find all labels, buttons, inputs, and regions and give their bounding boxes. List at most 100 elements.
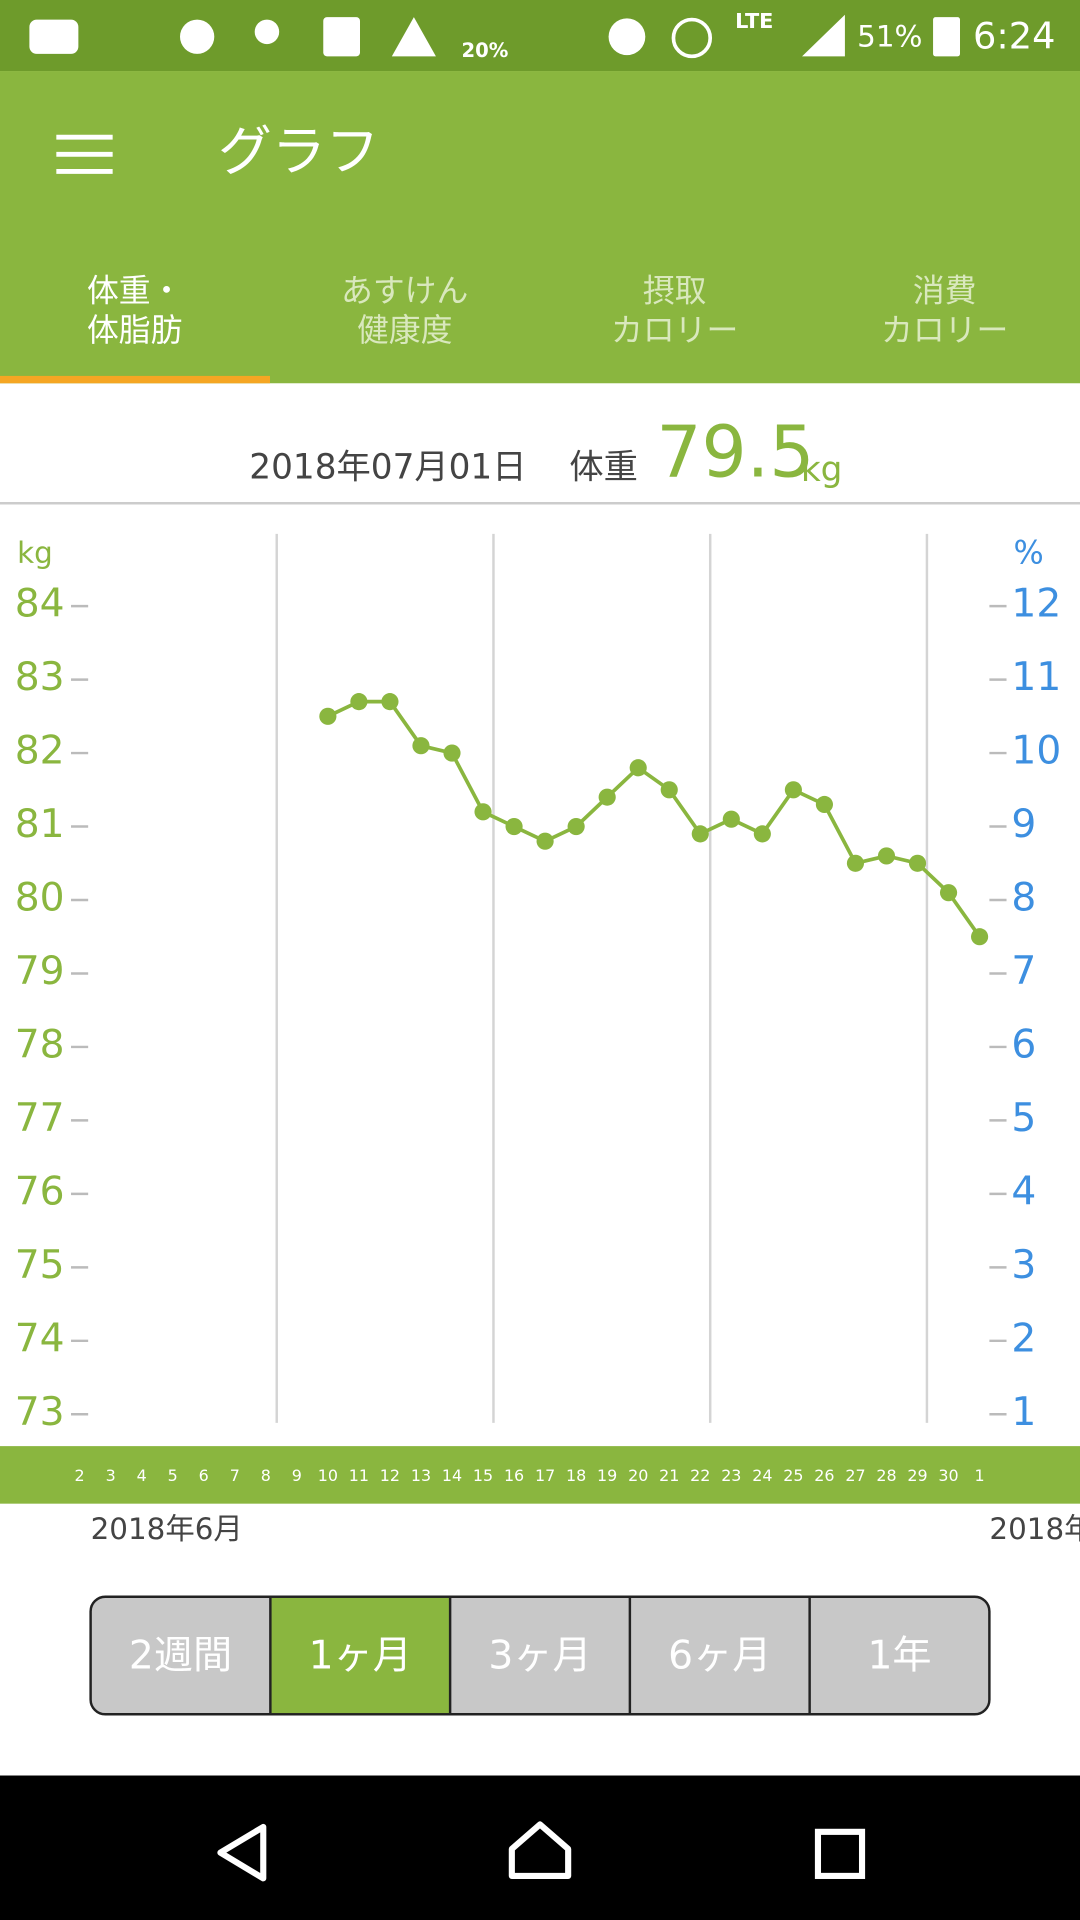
y-tick-label: 83: [15, 655, 65, 700]
x-tick-label: 15: [473, 1466, 493, 1485]
x-tick-label: 16: [504, 1466, 524, 1485]
weight-point: [412, 737, 430, 755]
weight-point: [536, 832, 554, 850]
date-band: [0, 1446, 1080, 1504]
weight-point: [846, 854, 865, 872]
status-bar: [0, 0, 1080, 72]
x-tick-label: 23: [721, 1466, 741, 1485]
y-tick-label: 81: [15, 802, 65, 847]
x-tick-label: 5: [168, 1466, 178, 1485]
weight-point: [877, 847, 896, 865]
menu-button[interactable]: [56, 134, 113, 174]
app-bar: [0, 71, 1080, 384]
battery: 51%: [857, 19, 922, 53]
range-button[interactable]: 1年: [867, 1633, 931, 1678]
month-label: 2018年7月: [989, 1512, 1080, 1546]
y-tick-label: 73: [15, 1390, 65, 1435]
x-tick-label: 7: [230, 1466, 240, 1485]
weight-label: 体重: [569, 447, 638, 487]
month-label: 2018年6月: [91, 1512, 243, 1546]
status-icons: [29, 14, 960, 59]
range-button[interactable]: 2週間: [129, 1633, 232, 1678]
tab-label: 体脂肪: [87, 311, 183, 349]
x-tick-label: 12: [380, 1466, 400, 1485]
x-tick-label: 26: [814, 1466, 834, 1485]
y2-axis-label: %: [1013, 534, 1043, 572]
y-tick-label: 77: [15, 1096, 65, 1141]
x-tick-label: 29: [907, 1466, 927, 1485]
recents-button[interactable]: [814, 1828, 866, 1879]
weight-point: [629, 759, 647, 777]
weight-point: [505, 817, 523, 836]
tab-indicator: [0, 375, 270, 384]
back-button[interactable]: [217, 1823, 267, 1882]
x-tick-label: 30: [938, 1466, 958, 1485]
tab-label: あすけん: [341, 272, 468, 310]
weight-point: [971, 928, 989, 946]
weight-point: [319, 707, 337, 725]
week-separators: [275, 533, 929, 1423]
weight-point: [567, 817, 585, 836]
weight-point: [939, 884, 958, 902]
x-tick-label: 22: [690, 1466, 710, 1485]
x-tick-label: 27: [845, 1466, 865, 1485]
y2-tick-label: 2: [1011, 1316, 1036, 1361]
weather: 20%: [461, 39, 508, 62]
y2-tick-label: 8: [1011, 875, 1036, 920]
y-tick-label: 78: [15, 1022, 65, 1067]
tab[interactable]: 体重・体脂肪: [0, 272, 270, 384]
x-tick-label: 18: [566, 1466, 586, 1485]
tab-label: カロリー: [881, 311, 1008, 349]
x-tick-label: 6: [199, 1466, 209, 1485]
range-button[interactable]: 1ヶ月: [309, 1633, 412, 1678]
x-tick-label: 2: [75, 1466, 85, 1485]
x-tick-label: 21: [659, 1466, 679, 1485]
y-tick-label: 75: [15, 1243, 65, 1288]
x-tick-label: 3: [106, 1466, 116, 1485]
y2-tick-label: 7: [1011, 949, 1036, 994]
y2-tick-label: 1: [1011, 1390, 1036, 1435]
y2-tick-label: 5: [1011, 1096, 1036, 1141]
weight-point: [691, 825, 709, 843]
time: 6:24: [973, 14, 1055, 57]
app-title: グラフ: [218, 120, 380, 183]
x-tick-label: 9: [292, 1466, 302, 1485]
x-tick-label: 4: [137, 1466, 147, 1485]
home-button[interactable]: [508, 1821, 572, 1879]
x-tick-label: 13: [411, 1466, 431, 1485]
weight-point: [598, 788, 616, 806]
weight-point: [443, 744, 461, 762]
x-tick-label: 8: [261, 1466, 271, 1485]
y2-tick-label: 4: [1011, 1169, 1036, 1214]
y2-tick-label: 10: [1011, 729, 1061, 774]
date: 2018年07月01日: [249, 447, 526, 487]
network: LTE: [735, 9, 773, 33]
nav-bar: [0, 1775, 1080, 1920]
weight-point: [660, 781, 678, 799]
x-tick-label: 28: [876, 1466, 896, 1485]
y-tick-label: 80: [15, 875, 65, 920]
tab-label: カロリー: [611, 311, 738, 349]
y-tick-label: 74: [15, 1316, 65, 1361]
weight-point: [474, 803, 492, 821]
weight-point: [722, 810, 740, 828]
weight-line: [327, 699, 982, 938]
range-button[interactable]: 6ヶ月: [668, 1633, 771, 1678]
x-tick-label: 25: [783, 1466, 803, 1485]
range-button[interactable]: 3ヶ月: [488, 1633, 591, 1678]
x-tick-label: 1: [975, 1466, 985, 1485]
weight-point: [784, 781, 802, 799]
x-tick-label: 14: [442, 1466, 462, 1485]
weight-unit: kg: [801, 450, 843, 490]
y-tick-label: 79: [15, 949, 65, 994]
tab-label: 健康度: [357, 311, 453, 349]
x-tick-label: 19: [597, 1466, 617, 1485]
y2-tick-label: 3: [1011, 1243, 1036, 1288]
y2-tick-label: 12: [1011, 582, 1061, 627]
x-tick-label: 20: [628, 1466, 648, 1485]
y-tick-label: 82: [15, 729, 65, 774]
